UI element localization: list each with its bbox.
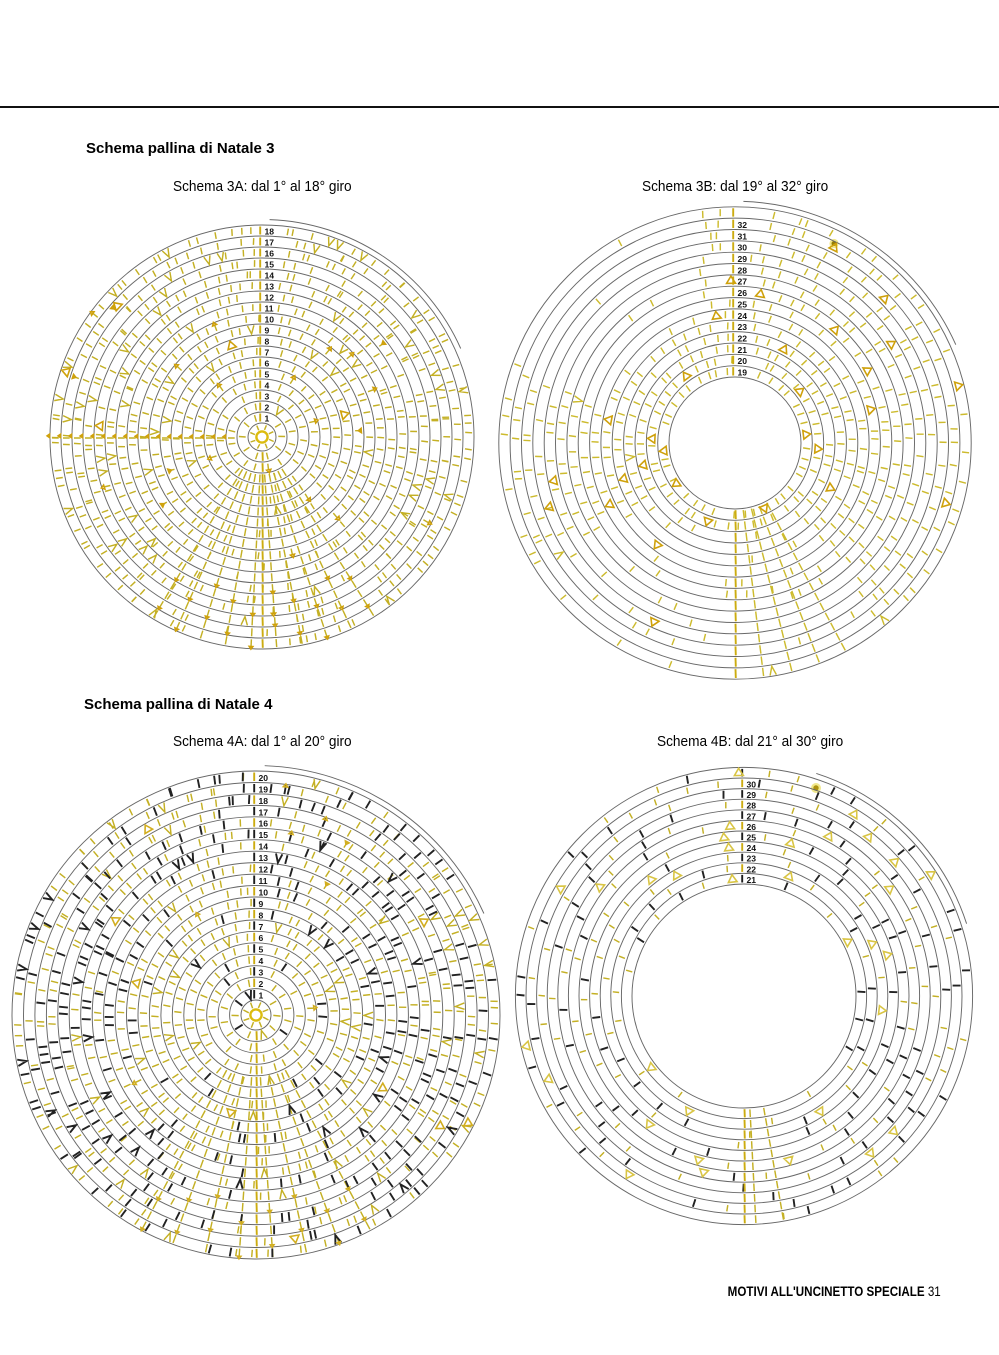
svg-text:29: 29 bbox=[738, 254, 748, 264]
svg-text:4: 4 bbox=[259, 956, 264, 966]
svg-text:21: 21 bbox=[747, 875, 757, 885]
svg-text:6: 6 bbox=[259, 933, 264, 943]
svg-text:17: 17 bbox=[265, 238, 275, 248]
svg-text:26: 26 bbox=[738, 288, 748, 298]
svg-text:23: 23 bbox=[738, 322, 748, 332]
svg-text:20: 20 bbox=[259, 773, 269, 783]
svg-text:7: 7 bbox=[259, 922, 264, 932]
svg-text:11: 11 bbox=[265, 304, 274, 314]
svg-text:12: 12 bbox=[259, 865, 269, 875]
svg-text:20: 20 bbox=[738, 356, 748, 366]
svg-text:28: 28 bbox=[738, 265, 748, 275]
svg-text:30: 30 bbox=[738, 243, 748, 253]
svg-text:17: 17 bbox=[259, 807, 269, 817]
svg-text:10: 10 bbox=[259, 887, 269, 897]
svg-text:13: 13 bbox=[265, 282, 275, 292]
svg-text:1: 1 bbox=[259, 991, 264, 1001]
svg-text:30: 30 bbox=[747, 780, 757, 790]
svg-text:15: 15 bbox=[265, 260, 275, 270]
svg-text:18: 18 bbox=[265, 227, 275, 237]
svg-text:13: 13 bbox=[259, 853, 269, 863]
svg-text:2: 2 bbox=[259, 979, 264, 989]
svg-text:27: 27 bbox=[747, 811, 757, 821]
svg-text:15: 15 bbox=[259, 830, 269, 840]
svg-text:16: 16 bbox=[265, 249, 275, 259]
svg-text:12: 12 bbox=[265, 293, 275, 303]
svg-text:6: 6 bbox=[265, 359, 270, 369]
svg-text:24: 24 bbox=[747, 843, 757, 853]
svg-text:18: 18 bbox=[259, 796, 269, 806]
svg-text:19: 19 bbox=[259, 784, 269, 794]
svg-text:21: 21 bbox=[738, 345, 748, 355]
svg-text:26: 26 bbox=[747, 822, 757, 832]
svg-text:8: 8 bbox=[259, 910, 264, 920]
svg-text:31: 31 bbox=[738, 231, 748, 241]
svg-text:14: 14 bbox=[259, 842, 269, 852]
svg-text:29: 29 bbox=[747, 790, 757, 800]
svg-text:9: 9 bbox=[259, 899, 264, 909]
svg-text:7: 7 bbox=[265, 348, 270, 358]
svg-text:28: 28 bbox=[747, 801, 757, 811]
svg-text:32: 32 bbox=[738, 220, 748, 230]
svg-text:27: 27 bbox=[738, 277, 748, 287]
svg-text:25: 25 bbox=[747, 833, 757, 843]
svg-text:9: 9 bbox=[265, 326, 270, 336]
svg-text:22: 22 bbox=[747, 864, 757, 874]
svg-text:5: 5 bbox=[265, 370, 270, 380]
svg-text:8: 8 bbox=[265, 337, 270, 347]
svg-text:24: 24 bbox=[738, 311, 748, 321]
svg-text:1: 1 bbox=[265, 414, 270, 424]
svg-text:23: 23 bbox=[747, 854, 757, 864]
svg-text:19: 19 bbox=[738, 368, 748, 378]
svg-text:14: 14 bbox=[265, 271, 275, 281]
svg-text:2: 2 bbox=[265, 403, 270, 413]
svg-text:3: 3 bbox=[265, 392, 270, 402]
svg-text:5: 5 bbox=[259, 945, 264, 955]
svg-text:22: 22 bbox=[738, 334, 748, 344]
svg-text:3: 3 bbox=[259, 968, 264, 978]
svg-text:11: 11 bbox=[259, 876, 268, 886]
svg-text:10: 10 bbox=[265, 315, 275, 325]
svg-text:4: 4 bbox=[265, 381, 270, 391]
svg-text:16: 16 bbox=[259, 819, 269, 829]
svg-text:25: 25 bbox=[738, 299, 748, 309]
